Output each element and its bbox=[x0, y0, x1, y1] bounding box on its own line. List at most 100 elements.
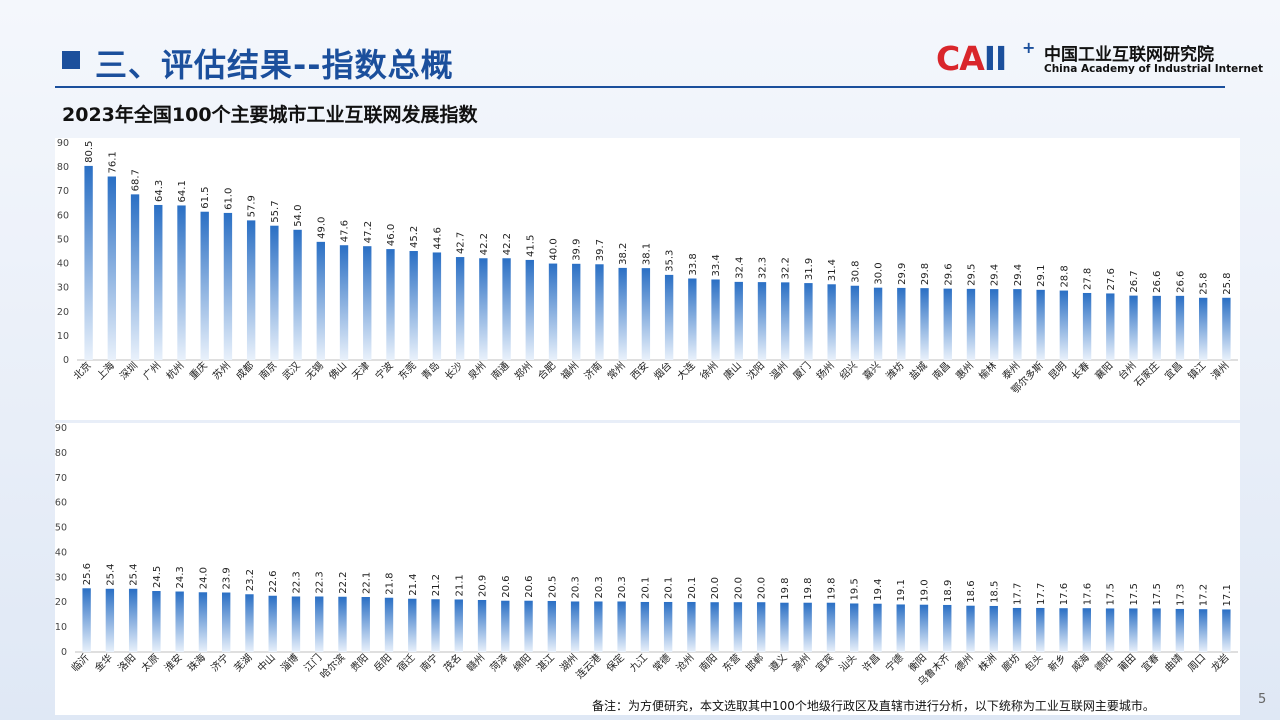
bar bbox=[105, 588, 115, 652]
bar bbox=[154, 204, 163, 360]
bar-value-label: 29.4 bbox=[1013, 264, 1024, 286]
y-tick-label: 60 bbox=[57, 210, 69, 221]
bar-value-label: 25.4 bbox=[105, 564, 116, 586]
bar-value-label: 18.9 bbox=[943, 580, 954, 602]
x-tick-label: 绍兴 bbox=[837, 359, 860, 382]
title-square-icon bbox=[62, 51, 80, 69]
x-tick-label: 福州 bbox=[558, 359, 581, 382]
bar bbox=[1222, 297, 1231, 360]
x-tick-label: 遵义 bbox=[766, 651, 789, 674]
logo-chinese-name: 中国工业互联网研究院 bbox=[1044, 45, 1214, 65]
bar-value-label: 55.7 bbox=[270, 200, 281, 222]
x-tick-label: 唐山 bbox=[721, 359, 744, 382]
x-tick-label: 大连 bbox=[674, 359, 697, 382]
bar bbox=[293, 229, 302, 360]
bar bbox=[1013, 289, 1022, 360]
x-tick-label: 连云港 bbox=[573, 651, 603, 681]
bar bbox=[804, 283, 813, 360]
bar bbox=[919, 604, 929, 652]
bar bbox=[501, 600, 510, 652]
bar-value-label: 80.5 bbox=[84, 141, 95, 163]
bar bbox=[223, 212, 233, 360]
y-tick-label: 70 bbox=[55, 473, 67, 484]
bar-value-label: 17.2 bbox=[1199, 584, 1210, 606]
bar bbox=[640, 601, 650, 652]
x-tick-label: 广州 bbox=[141, 360, 164, 383]
bar-value-label: 17.5 bbox=[1106, 583, 1117, 605]
bar-value-label: 20.1 bbox=[687, 577, 698, 599]
x-tick-label: 滁州 bbox=[789, 651, 812, 674]
bar bbox=[966, 605, 975, 652]
x-tick-label: 廊坊 bbox=[999, 651, 1022, 674]
bar bbox=[1082, 292, 1092, 360]
bar-value-label: 32.2 bbox=[781, 257, 792, 279]
bar bbox=[128, 588, 138, 652]
bar bbox=[454, 599, 463, 652]
bar-value-label: 64.1 bbox=[177, 180, 188, 202]
bar bbox=[431, 599, 440, 652]
bar-value-label: 23.2 bbox=[245, 569, 256, 591]
bar-value-label: 20.1 bbox=[664, 577, 675, 599]
bar-value-label: 45.2 bbox=[409, 226, 420, 248]
chart-panel-bottom: 0 10 20 30 40 50 60 70 80 90 25.6 临沂 25.4 金华 25.4 洛阳 24.… bbox=[55, 423, 1240, 715]
bar-value-label: 25.8 bbox=[1222, 273, 1233, 295]
bar-value-label: 22.1 bbox=[361, 572, 372, 594]
bar bbox=[594, 601, 603, 652]
x-tick-label: 潍坊 bbox=[883, 359, 906, 382]
x-tick-label: 珠海 bbox=[185, 651, 208, 674]
x-tick-label: 南通 bbox=[488, 359, 511, 382]
bar-value-label: 46.0 bbox=[386, 224, 397, 246]
bar bbox=[641, 268, 651, 360]
bar-value-label: 21.8 bbox=[385, 572, 396, 594]
y-tick-label: 10 bbox=[55, 622, 67, 633]
x-tick-label: 曲靖 bbox=[1162, 651, 1185, 674]
bar bbox=[757, 282, 767, 360]
x-tick-label: 长沙 bbox=[443, 360, 466, 383]
x-tick-label: 新乡 bbox=[1045, 651, 1068, 674]
bar bbox=[291, 596, 301, 652]
bar bbox=[1106, 293, 1115, 360]
y-tick-label: 90 bbox=[57, 138, 69, 149]
bar bbox=[177, 205, 186, 360]
bar-value-label: 42.2 bbox=[502, 233, 513, 255]
bar bbox=[1105, 608, 1115, 652]
x-tick-label: 九江 bbox=[627, 652, 650, 675]
bar bbox=[525, 259, 534, 360]
bar-value-label: 31.4 bbox=[827, 259, 838, 281]
x-tick-label: 沧州 bbox=[673, 651, 696, 674]
bar-value-label: 21.4 bbox=[408, 573, 419, 595]
bar bbox=[1175, 608, 1185, 652]
bar-value-label: 20.5 bbox=[547, 576, 558, 598]
bar bbox=[850, 603, 859, 652]
bar bbox=[663, 601, 673, 652]
x-tick-label: 太原 bbox=[138, 651, 161, 674]
bar bbox=[687, 601, 696, 652]
x-tick-label: 济南 bbox=[581, 359, 604, 382]
y-tick-label: 30 bbox=[55, 572, 67, 583]
bar bbox=[943, 288, 952, 360]
x-tick-label: 汕头 bbox=[837, 652, 860, 675]
x-tick-label: 佛山 bbox=[326, 359, 349, 382]
bar bbox=[966, 288, 976, 360]
page-number: 5 bbox=[1258, 692, 1267, 707]
bar-value-label: 26.7 bbox=[1129, 270, 1140, 292]
x-tick-label: 岳阳 bbox=[372, 652, 395, 675]
bar-value-label: 25.8 bbox=[1199, 273, 1210, 295]
bar bbox=[200, 211, 209, 360]
bar-value-label: 22.6 bbox=[268, 570, 279, 592]
bar-value-label: 42.2 bbox=[479, 233, 490, 255]
bar bbox=[130, 194, 140, 360]
bar-value-label: 41.5 bbox=[525, 235, 536, 257]
bar-value-label: 40.0 bbox=[549, 238, 560, 260]
x-tick-label: 许昌 bbox=[860, 652, 883, 675]
bar bbox=[82, 588, 91, 652]
y-tick-label: 40 bbox=[57, 259, 69, 270]
x-tick-label: 合肥 bbox=[535, 359, 558, 382]
x-tick-label: 昆明 bbox=[1046, 360, 1069, 383]
bar bbox=[827, 284, 836, 360]
bar-value-label: 30.8 bbox=[850, 260, 861, 282]
x-tick-label: 芜湖 bbox=[231, 651, 254, 674]
x-tick-label: 青岛 bbox=[419, 359, 442, 382]
bar bbox=[338, 596, 347, 652]
x-tick-label: 宁德 bbox=[883, 651, 906, 674]
